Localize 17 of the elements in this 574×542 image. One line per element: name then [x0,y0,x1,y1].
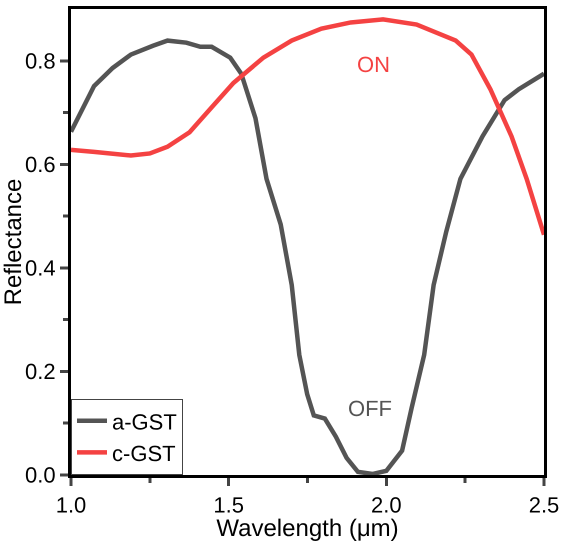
y-tick-label: 0.8 [25,48,56,74]
y-tick-label: 0.2 [25,359,56,384]
annotation: ON [357,52,390,77]
y-axis-title: Reflectance [0,178,27,306]
legend-label: c-GST [112,440,176,466]
x-tick-label: 2.5 [528,492,560,518]
y-tick-label: 0.6 [25,152,56,178]
line-series [71,38,544,475]
x-tick-label: 1.0 [56,492,86,518]
x-tick-label: 2.0 [371,492,402,518]
y-tick-label: 0.4 [25,256,56,281]
annotation: OFF [348,396,392,421]
x-tick-label: 1.5 [213,492,244,518]
x-axis-title: Wavelength (μm) [216,515,399,542]
y-tick-label: 0.0 [25,462,56,488]
legend-label: a-GST [112,409,177,434]
line-series [71,17,544,237]
